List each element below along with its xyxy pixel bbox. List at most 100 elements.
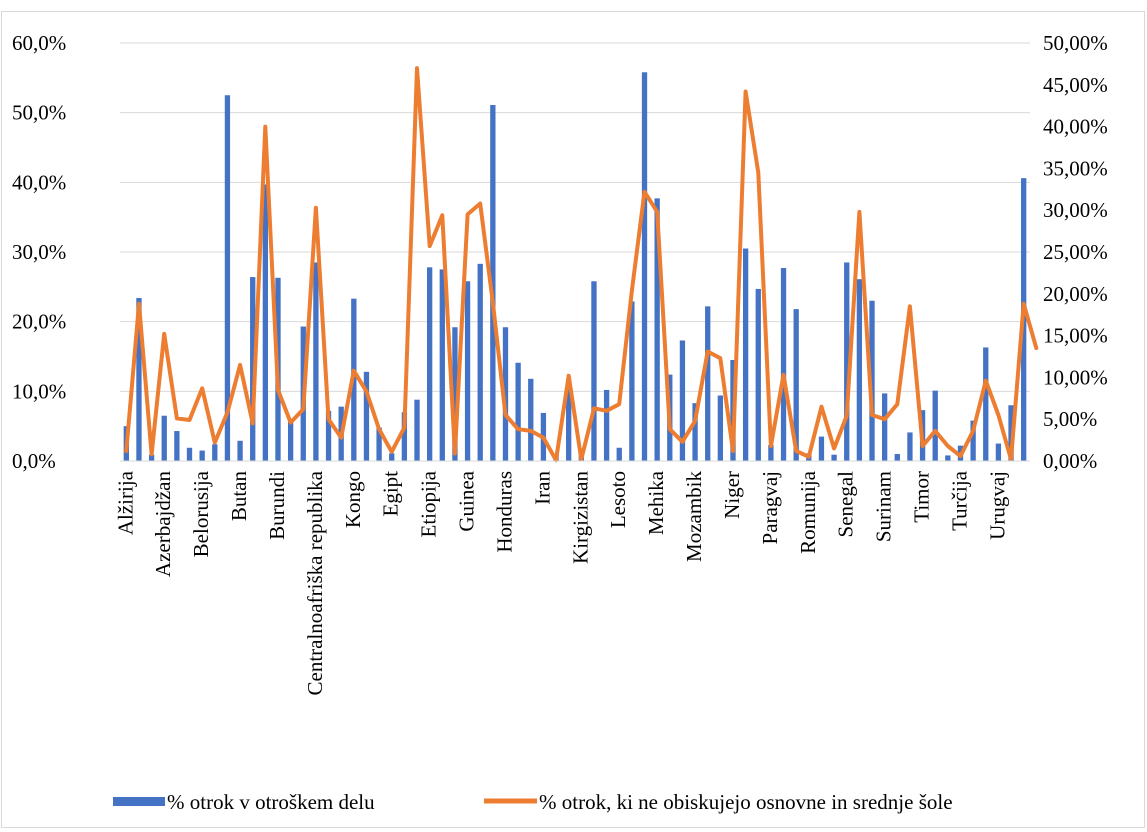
x-axis-tick-label: Senegal bbox=[834, 471, 858, 538]
bar bbox=[780, 268, 787, 461]
bar bbox=[174, 431, 180, 461]
x-axis-tick-label: Egipt bbox=[379, 471, 403, 517]
right-axis-tick-label: 45,00% bbox=[1043, 73, 1108, 97]
x-axis-tick-label: Belorusija bbox=[189, 470, 213, 557]
bar bbox=[881, 393, 888, 461]
x-axis-tick-label: Azerbajdžan bbox=[151, 471, 175, 578]
bar bbox=[490, 105, 496, 462]
bar bbox=[414, 399, 420, 461]
bar bbox=[717, 395, 724, 461]
bar bbox=[250, 277, 256, 461]
x-axis-tick-label: Mozambik bbox=[682, 471, 706, 562]
x-axis-tick-label: Iran bbox=[530, 471, 554, 505]
right-axis-tick-label: 30,00% bbox=[1043, 198, 1108, 222]
bar bbox=[502, 327, 509, 461]
bar bbox=[755, 288, 761, 461]
bar bbox=[970, 420, 976, 461]
bar bbox=[136, 297, 142, 461]
series-line bbox=[124, 66, 1039, 463]
bar bbox=[363, 371, 370, 461]
bar bbox=[869, 300, 875, 461]
right-axis-tick-label: 25,00% bbox=[1043, 240, 1108, 264]
left-axis-tick-label: 60,0% bbox=[12, 31, 66, 55]
bar bbox=[528, 378, 534, 461]
legend-bar-swatch bbox=[113, 797, 165, 806]
bar bbox=[389, 453, 395, 461]
bar bbox=[161, 415, 167, 461]
left-axis-tick-label: 40,0% bbox=[12, 170, 66, 194]
x-axis-tick-label: Urugvaj bbox=[985, 471, 1009, 540]
x-axis-tick-label: Timor bbox=[910, 471, 934, 523]
bar bbox=[566, 381, 572, 461]
left-axis-tick-label: 20,0% bbox=[12, 310, 66, 334]
bar bbox=[793, 309, 799, 461]
bar bbox=[477, 263, 483, 461]
bar bbox=[616, 447, 622, 461]
bar bbox=[932, 390, 938, 461]
right-axis-tick-label: 10,00% bbox=[1043, 365, 1108, 389]
x-axis-tick-label: Niger bbox=[720, 471, 744, 519]
left-axis-tick-label: 30,0% bbox=[12, 240, 66, 264]
gridlines bbox=[120, 42, 1030, 462]
legend: % otrok v otroškem delu % otrok, ki ne o… bbox=[113, 790, 953, 814]
bar bbox=[464, 281, 471, 461]
bar bbox=[452, 327, 458, 461]
bar bbox=[641, 72, 648, 461]
x-axis-tick-label: Burundi bbox=[265, 471, 289, 540]
bar bbox=[742, 248, 749, 461]
bar bbox=[768, 444, 774, 461]
right-axis: 0,00% 5,00% 10,00% 15,00% 20,00% 25,00% 30,00%… bbox=[1043, 31, 1108, 473]
x-axis-tick-label: Mehika bbox=[644, 470, 668, 535]
bar bbox=[692, 403, 698, 461]
bar bbox=[679, 340, 686, 461]
bar bbox=[818, 436, 825, 461]
bar bbox=[515, 362, 521, 461]
bar bbox=[287, 421, 294, 461]
left-axis: 0,0% 10,0% 20,0% 30,0% 40,0% 50,0% 60,0% bbox=[12, 31, 66, 473]
bar bbox=[325, 410, 332, 461]
bar bbox=[237, 440, 243, 461]
right-axis-tick-label: 50,00% bbox=[1043, 31, 1108, 55]
left-axis-tick-label: 0,0% bbox=[12, 449, 56, 473]
bar bbox=[426, 267, 433, 461]
x-axis-tick-label: Romunija bbox=[796, 470, 820, 554]
right-axis-tick-label: 35,00% bbox=[1043, 156, 1108, 180]
right-axis-tick-label: 40,00% bbox=[1043, 115, 1108, 139]
bar bbox=[148, 454, 155, 461]
x-axis-tick-label: Centralnoafriška republika bbox=[303, 470, 327, 695]
bar bbox=[831, 454, 837, 461]
x-axis-tick-label: Lesoto bbox=[606, 471, 630, 528]
bar bbox=[907, 432, 913, 461]
left-axis-tick-label: 50,0% bbox=[12, 101, 66, 125]
x-axis-tick-label: Surinam bbox=[872, 471, 896, 542]
chart-frame bbox=[1, 11, 1145, 828]
x-axis-tick-label: Guinea bbox=[455, 470, 479, 531]
bar bbox=[212, 444, 218, 461]
bar bbox=[945, 455, 951, 461]
line-series bbox=[124, 66, 1039, 463]
right-axis-tick-label: 0,00% bbox=[1043, 449, 1097, 473]
bar bbox=[1008, 405, 1014, 461]
x-axis-tick-label: Honduras bbox=[493, 471, 517, 553]
x-axis-tick-label: Paragvaj bbox=[758, 471, 782, 544]
bar bbox=[894, 454, 900, 461]
bar bbox=[376, 427, 382, 461]
bar bbox=[224, 95, 231, 461]
bar bbox=[313, 262, 319, 461]
bar bbox=[262, 184, 269, 461]
legend-bar-label: % otrok v otroškem delu bbox=[167, 790, 375, 814]
bar bbox=[603, 389, 610, 461]
right-axis-tick-label: 5,00% bbox=[1043, 407, 1097, 431]
x-axis-tick-label: Kongo bbox=[341, 471, 365, 528]
bar bbox=[199, 450, 205, 461]
x-axis-tick-label: Turčija bbox=[948, 470, 972, 531]
bar bbox=[591, 281, 597, 461]
x-axis-tick-label: Etiopija bbox=[417, 470, 441, 537]
bar bbox=[439, 269, 445, 461]
bar bbox=[629, 301, 635, 461]
bar bbox=[401, 412, 408, 461]
bar bbox=[705, 306, 711, 461]
right-axis-tick-label: 15,00% bbox=[1043, 324, 1108, 348]
left-axis-tick-label: 10,0% bbox=[12, 379, 66, 403]
